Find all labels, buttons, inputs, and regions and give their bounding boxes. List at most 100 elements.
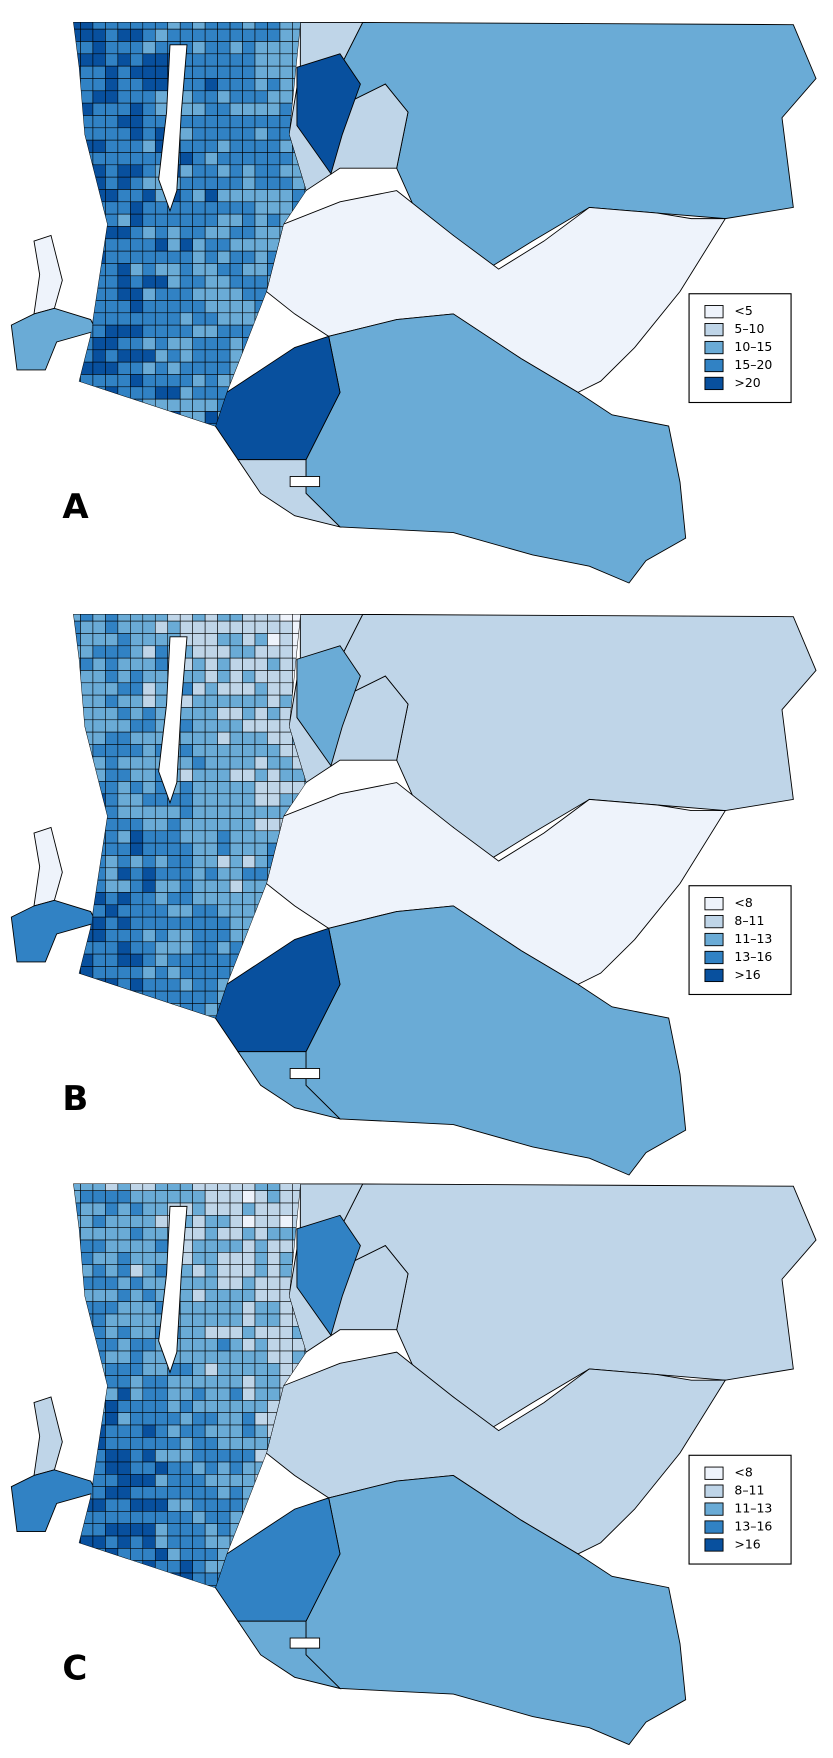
tract <box>279 682 293 696</box>
tract <box>142 78 156 92</box>
tract <box>142 670 156 684</box>
tract <box>267 22 281 30</box>
tract <box>267 78 281 92</box>
tract <box>229 855 243 869</box>
tract <box>73 349 81 363</box>
tract <box>179 1363 193 1376</box>
tract <box>267 670 281 684</box>
tract <box>229 756 243 770</box>
tract <box>217 1350 231 1364</box>
tract <box>105 1338 119 1352</box>
tract <box>92 1474 106 1487</box>
tract <box>130 386 144 400</box>
tract <box>142 189 156 203</box>
tract <box>105 1585 119 1588</box>
tract <box>204 793 218 807</box>
tract <box>130 892 144 906</box>
tract <box>204 28 218 42</box>
tract <box>142 398 156 412</box>
tract <box>279 337 293 351</box>
tract <box>92 324 106 338</box>
tract <box>267 1239 281 1253</box>
tract <box>242 176 256 190</box>
tract <box>130 879 144 893</box>
tract <box>192 633 206 647</box>
tract <box>217 374 231 388</box>
tract <box>229 781 243 795</box>
tract <box>154 22 169 30</box>
tract <box>192 731 206 745</box>
tract <box>117 1424 131 1438</box>
tract <box>204 349 218 363</box>
tract <box>242 226 256 240</box>
tract <box>117 53 131 67</box>
tract <box>130 201 144 215</box>
tract <box>267 90 281 104</box>
tract <box>130 1387 144 1401</box>
region <box>214 335 341 461</box>
tract <box>155 1028 167 1040</box>
tract <box>192 1003 206 1017</box>
tract <box>130 633 144 647</box>
tract <box>92 929 106 943</box>
tract <box>242 41 256 55</box>
tract <box>217 855 231 869</box>
tract <box>217 1190 231 1204</box>
tract <box>73 361 81 375</box>
tract <box>229 707 243 721</box>
tract <box>167 842 181 856</box>
tract <box>167 805 181 819</box>
tract <box>217 78 231 92</box>
tract <box>105 1498 119 1512</box>
tract <box>130 1252 144 1265</box>
tract <box>242 614 256 622</box>
region <box>214 1497 341 1622</box>
tract <box>130 1215 144 1228</box>
tract <box>105 855 119 869</box>
tract <box>229 879 243 893</box>
tract <box>142 374 156 388</box>
tract <box>105 842 119 856</box>
tract <box>154 1461 169 1475</box>
tract <box>73 1437 81 1450</box>
tract <box>254 1437 268 1450</box>
tract <box>117 127 131 141</box>
tract <box>229 250 243 264</box>
tract <box>142 1461 156 1475</box>
tract <box>130 756 144 770</box>
tract <box>80 805 94 819</box>
legend-swatch <box>704 305 724 319</box>
tract <box>267 1301 281 1315</box>
tract <box>242 805 256 819</box>
tract <box>154 213 169 227</box>
tract <box>217 614 231 622</box>
tract <box>254 127 268 141</box>
tract <box>92 386 106 400</box>
tract <box>192 386 206 400</box>
tract <box>142 694 156 708</box>
tract <box>217 1338 231 1352</box>
tract <box>204 1375 218 1389</box>
tract <box>142 176 156 190</box>
tract <box>217 238 231 252</box>
tract <box>154 904 169 918</box>
tract <box>167 1511 181 1524</box>
tract <box>154 374 169 388</box>
tract <box>117 1202 131 1216</box>
tract <box>205 436 217 448</box>
tract <box>73 978 81 992</box>
tract <box>204 411 218 425</box>
tract <box>117 1227 131 1241</box>
tract <box>192 1498 206 1512</box>
tract <box>142 842 156 856</box>
tract <box>80 1028 92 1040</box>
tract <box>267 614 281 622</box>
tract <box>92 1511 106 1524</box>
legend-swatch <box>704 340 724 355</box>
tract <box>279 152 293 166</box>
tract <box>105 287 119 301</box>
tract <box>179 300 193 314</box>
tract <box>204 1183 218 1191</box>
region <box>296 1214 361 1337</box>
tract <box>267 1252 281 1265</box>
